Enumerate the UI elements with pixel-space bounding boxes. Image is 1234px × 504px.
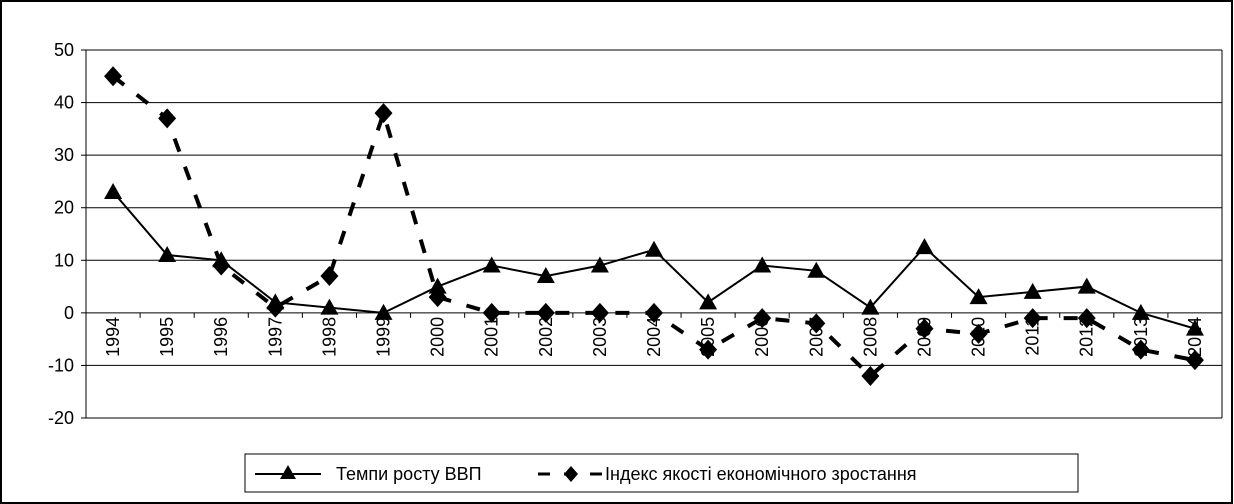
- gdp-growth-point: [1185, 319, 1204, 336]
- quality-index-point: [590, 302, 609, 323]
- quality-index-point: [645, 302, 663, 323]
- y-tick-label: 30: [54, 145, 74, 165]
- gdp-growth-point: [320, 298, 339, 315]
- x-tick-label: 2012: [1077, 317, 1097, 357]
- x-tick-label: 2000: [428, 317, 448, 357]
- gdp-growth-point: [428, 277, 447, 294]
- legend-index-marker: [564, 466, 578, 482]
- quality-index-point: [266, 297, 285, 318]
- gdp-growth-point: [861, 298, 880, 315]
- x-tick-label: 2008: [860, 317, 880, 357]
- x-tick-label: 2011: [1023, 317, 1043, 356]
- x-tick-label: 1999: [374, 317, 394, 357]
- y-tick-label: 40: [54, 93, 74, 113]
- legend-gdp-marker: [280, 465, 296, 479]
- x-tick-label: 2004: [644, 317, 664, 357]
- gdp-growth-point: [807, 261, 826, 278]
- gdp-growth-point: [915, 238, 934, 255]
- gdp-growth-point: [1023, 282, 1042, 299]
- legend-gdp-label: Темпи росту ВВП: [336, 464, 482, 484]
- gdp-growth-point: [699, 293, 718, 310]
- x-tick-label: 1994: [103, 317, 123, 357]
- quality-index-point: [861, 365, 880, 386]
- quality-index-point: [969, 323, 988, 344]
- y-axis-ticks: 50 40 30 20 10 0 -10 -20: [48, 40, 86, 428]
- quality-index-point: [807, 313, 826, 334]
- legend-box: [244, 453, 1079, 493]
- quality-index-point: [536, 302, 555, 323]
- x-tick-label: 2002: [536, 317, 556, 357]
- gdp-growth-point: [158, 246, 177, 263]
- quality-index-point: [374, 103, 393, 124]
- x-tick-label: 1996: [211, 317, 231, 357]
- y-tick-label: -20: [48, 408, 74, 428]
- gdp-growth-point: [104, 182, 123, 199]
- gdp-growth-point: [1077, 277, 1096, 294]
- gdp-growth-point: [645, 240, 663, 257]
- x-tick-label: 1998: [319, 317, 339, 357]
- x-tick-label: 2001: [482, 317, 502, 357]
- quality-index-point: [1023, 308, 1042, 329]
- x-tick-label: 2003: [590, 317, 610, 357]
- gdp-growth-point: [969, 288, 988, 305]
- quality-index-point: [753, 308, 772, 329]
- quality-index-point: [482, 302, 501, 323]
- x-axis-ticks: 1994 1995 1996 1997 1998 1999 2000 2001 2002 2003…: [85, 312, 1205, 357]
- gdp-growth-point: [374, 303, 393, 320]
- quality-index-point: [915, 318, 934, 339]
- x-tick-label: 2006: [752, 317, 772, 357]
- y-tick-label: 20: [54, 198, 74, 218]
- y-tick-label: 50: [54, 40, 74, 60]
- gdp-growth-point: [1131, 303, 1150, 320]
- legend-index-label: Індекс якості економічного зростання: [605, 464, 917, 484]
- quality-index-point: [699, 339, 718, 360]
- quality-index-point: [158, 108, 177, 129]
- y-tick-label: 0: [64, 303, 74, 323]
- quality-index-point: [1131, 339, 1150, 360]
- x-tick-label: 1995: [157, 317, 177, 357]
- gdp-growth-point: [536, 267, 555, 284]
- legend: Темпи росту ВВП Індекс якості економічно…: [244, 453, 1079, 493]
- quality-index-point: [1185, 350, 1204, 371]
- gdp-growth-point: [590, 256, 609, 273]
- y-tick-label: 10: [54, 250, 74, 270]
- quality-index-point: [104, 66, 123, 87]
- quality-index-point: [320, 266, 339, 287]
- quality-index-point: [212, 255, 231, 276]
- y-tick-label: -10: [48, 355, 74, 375]
- quality-index-point: [1077, 308, 1096, 329]
- gdp-growth-point: [753, 256, 772, 273]
- series-layer: [104, 66, 1204, 386]
- x-tick-label: 1997: [265, 317, 285, 357]
- gdp-growth-point: [482, 256, 501, 273]
- quality-index-point: [428, 287, 447, 308]
